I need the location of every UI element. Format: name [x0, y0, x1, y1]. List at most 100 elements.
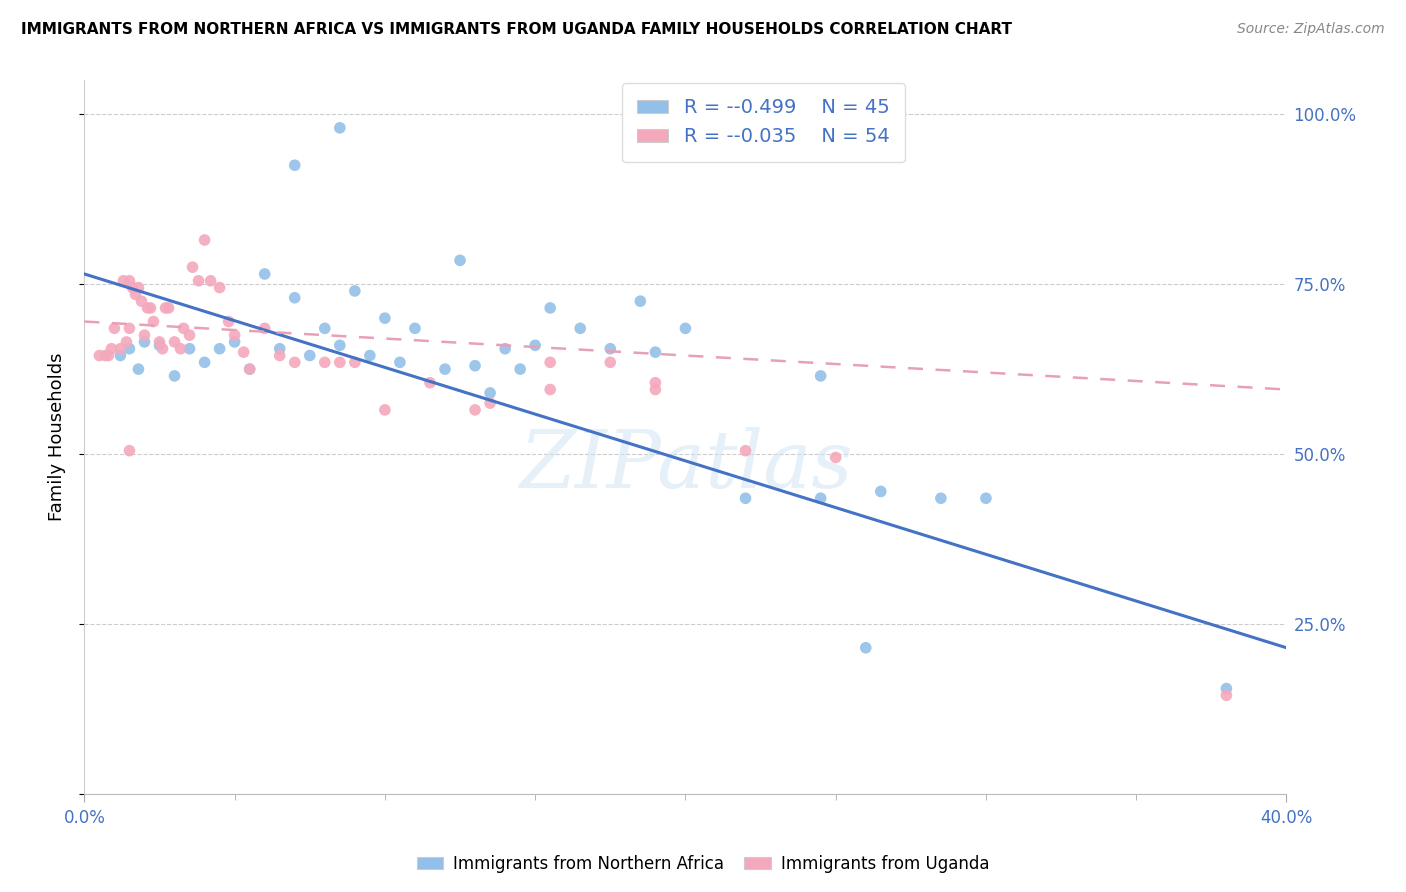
Point [118, 274, 141, 288]
Point [253, 267, 276, 281]
Point [538, 383, 561, 397]
Point [509, 362, 531, 376]
Point [644, 345, 666, 359]
Point [419, 376, 441, 390]
Point [224, 328, 246, 343]
Point [89, 349, 111, 363]
Point [163, 368, 186, 383]
Point [139, 301, 162, 315]
Point [329, 338, 352, 352]
Point [644, 376, 666, 390]
Point [94, 349, 117, 363]
Legend: Immigrants from Northern Africa, Immigrants from Uganda: Immigrants from Northern Africa, Immigra… [411, 848, 995, 880]
Point [869, 484, 891, 499]
Point [538, 301, 561, 315]
Point [218, 314, 240, 328]
Point [112, 274, 135, 288]
Point [374, 403, 396, 417]
Point [734, 491, 756, 506]
Point [359, 349, 381, 363]
Point [314, 321, 336, 335]
Point [343, 355, 366, 369]
Point [824, 450, 846, 465]
Point [810, 368, 832, 383]
Point [449, 253, 471, 268]
Point [479, 385, 502, 400]
Point [103, 321, 125, 335]
Point [118, 342, 141, 356]
Point [628, 294, 651, 309]
Point [232, 345, 254, 359]
Point [163, 334, 186, 349]
Point [269, 342, 291, 356]
Point [194, 233, 217, 247]
Point [142, 314, 165, 328]
Point [479, 396, 502, 410]
Point [148, 338, 170, 352]
Point [524, 338, 547, 352]
Point [675, 321, 697, 335]
Point [404, 321, 426, 335]
Point [239, 362, 262, 376]
Point [127, 362, 149, 376]
Point [110, 342, 132, 356]
Point [224, 334, 246, 349]
Point [599, 355, 621, 369]
Point [464, 403, 486, 417]
Point [314, 355, 336, 369]
Point [179, 328, 201, 343]
Point [194, 355, 217, 369]
Point [208, 280, 231, 294]
Point [118, 321, 141, 335]
Point [284, 158, 307, 172]
Point [464, 359, 486, 373]
Point [734, 443, 756, 458]
Point [173, 321, 195, 335]
Point [208, 342, 231, 356]
Point [388, 355, 411, 369]
Point [434, 362, 457, 376]
Point [127, 280, 149, 294]
Point [374, 311, 396, 326]
Point [569, 321, 592, 335]
Point [157, 301, 180, 315]
Point [169, 342, 191, 356]
Point [100, 342, 122, 356]
Point [239, 362, 262, 376]
Point [1215, 681, 1237, 696]
Point [187, 274, 209, 288]
Point [329, 120, 352, 135]
Point [269, 349, 291, 363]
Point [329, 355, 352, 369]
Point [810, 491, 832, 506]
Point [121, 280, 143, 294]
Point [148, 334, 170, 349]
Point [152, 342, 174, 356]
Point [136, 301, 159, 315]
Point [118, 443, 141, 458]
Y-axis label: Family Households: Family Households [48, 353, 66, 521]
Point [181, 260, 204, 275]
Text: ZIPatlas: ZIPatlas [519, 427, 852, 504]
Point [494, 342, 516, 356]
Point [929, 491, 952, 506]
Point [298, 349, 321, 363]
Text: Source: ZipAtlas.com: Source: ZipAtlas.com [1237, 22, 1385, 37]
Point [855, 640, 877, 655]
Point [179, 342, 201, 356]
Point [253, 321, 276, 335]
Point [284, 355, 307, 369]
Point [131, 294, 153, 309]
Point [974, 491, 997, 506]
Point [644, 383, 666, 397]
Point [110, 349, 132, 363]
Point [343, 284, 366, 298]
Point [1215, 689, 1237, 703]
Legend: R = --0.499    N = 45, R = --0.035    N = 54: R = --0.499 N = 45, R = --0.035 N = 54 [621, 83, 905, 161]
Point [284, 291, 307, 305]
Point [200, 274, 222, 288]
Point [134, 334, 156, 349]
Point [538, 355, 561, 369]
Point [599, 342, 621, 356]
Point [97, 349, 120, 363]
